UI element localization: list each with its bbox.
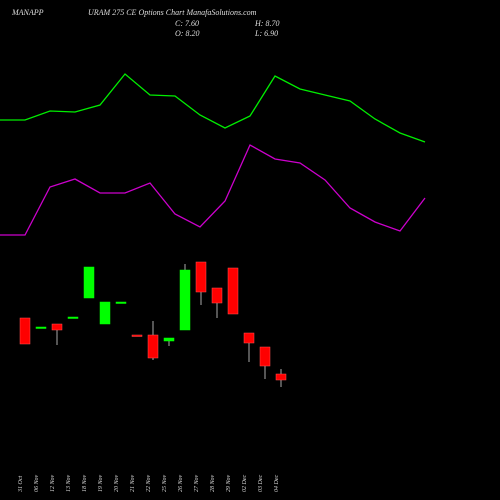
low-label: L: 6.90: [254, 29, 278, 38]
candle-body: [227, 267, 239, 315]
date-label: 27 Nov: [194, 474, 200, 492]
date-label: 21 Nov: [130, 474, 136, 492]
date-label: 18 Nov: [82, 474, 88, 492]
candle-body: [147, 334, 159, 359]
candle-body: [131, 334, 143, 337]
date-label: 31 Oct: [18, 476, 24, 493]
date-label: 13 Nov: [66, 474, 72, 492]
candle-body: [195, 261, 207, 293]
open-label: O: 8.20: [175, 29, 199, 38]
candle-body: [211, 287, 223, 304]
candle-body: [35, 326, 47, 329]
candle-body: [51, 323, 63, 331]
brand: MANAPP: [11, 8, 44, 17]
date-label: 06 Nov: [34, 474, 40, 492]
candle-body: [19, 317, 31, 345]
date-label: 03 Dec: [258, 475, 264, 492]
indicator-line: [0, 73, 426, 143]
date-label: 28 Nov: [210, 474, 216, 492]
date-label: 12 Nov: [50, 474, 56, 492]
candle-body: [259, 346, 271, 367]
close-label: C: 7.60: [175, 19, 199, 28]
candle-body: [99, 301, 111, 325]
indicator-line: [0, 144, 426, 236]
candle-body: [179, 269, 191, 331]
date-label: 20 Nov: [114, 474, 120, 492]
date-label: 26 Nov: [178, 474, 184, 492]
candle-body: [83, 266, 95, 299]
date-label: 04 Dec: [273, 475, 280, 492]
date-label: 02 Dec: [242, 475, 248, 492]
date-label: 19 Nov: [98, 474, 104, 492]
high-label: H: 8.70: [254, 19, 279, 28]
candle-body: [115, 301, 127, 304]
candle-body: [163, 337, 175, 342]
candle-body: [243, 332, 255, 344]
chart-title: URAM 275 CE Options Chart ManafaSolution…: [88, 8, 257, 17]
date-label: 25 Nov: [162, 474, 168, 492]
candle-body: [67, 316, 79, 319]
date-label: 22 Nov: [146, 474, 152, 492]
date-label: 29 Nov: [226, 474, 232, 492]
candle-body: [275, 373, 287, 381]
